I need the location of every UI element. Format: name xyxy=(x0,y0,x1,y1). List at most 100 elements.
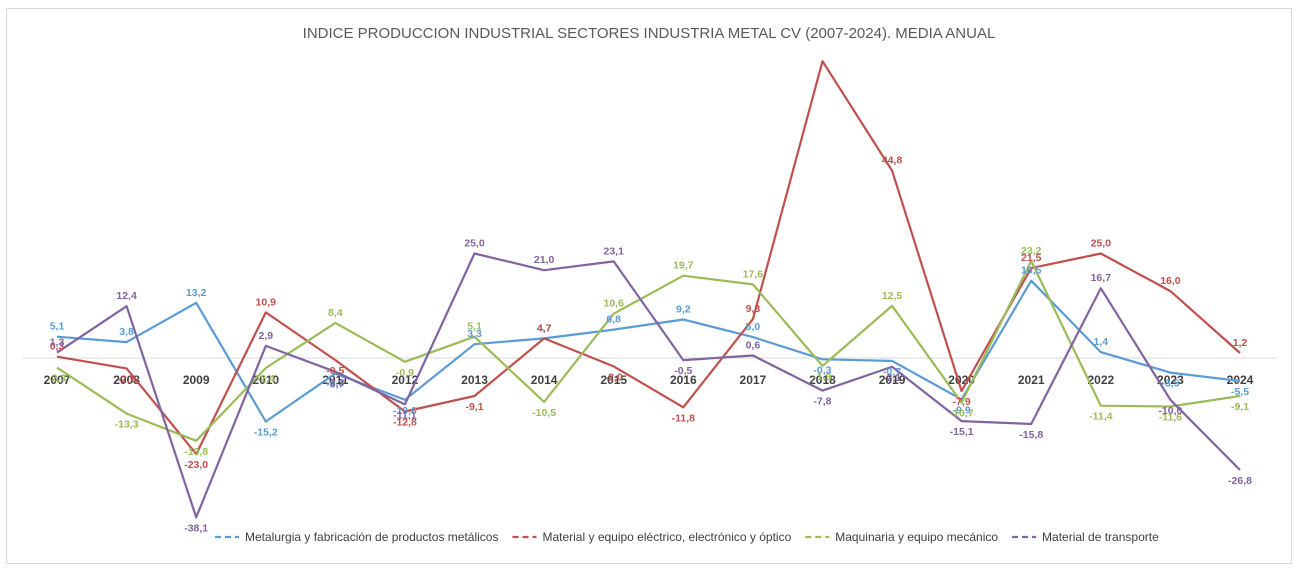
x-tick-label: 2015 xyxy=(600,373,627,387)
data-label: -3,5 xyxy=(1161,378,1179,390)
data-label: 1,3 xyxy=(50,337,65,349)
data-label: 10,6 xyxy=(603,298,624,310)
data-label: 1,4 xyxy=(1094,336,1109,348)
data-label: 21,5 xyxy=(1021,252,1042,264)
data-label: -2,0 xyxy=(605,371,623,383)
legend: Metalurgia y fabricación de productos me… xyxy=(215,530,1159,544)
data-label: -9,9 xyxy=(953,404,971,416)
x-tick-label: 2023 xyxy=(1157,373,1184,387)
data-label: 12,4 xyxy=(116,290,137,302)
data-label: 18,5 xyxy=(1021,265,1042,277)
data-label: -11,6 xyxy=(1159,411,1183,423)
data-label: 13,2 xyxy=(186,287,207,299)
data-label: -1,9 xyxy=(813,371,831,383)
x-tick-labels: 2007 2008 2009 2010 2011 2012 2013 2014 2015 2016… xyxy=(44,373,1254,387)
data-label: -5,5 xyxy=(1231,386,1249,398)
data-label: -38,1 xyxy=(184,522,208,534)
data-label: -2,3 xyxy=(48,373,66,385)
data-label: 9,2 xyxy=(676,304,691,316)
data-label: 3,3 xyxy=(467,328,482,340)
data-label: -10,0 xyxy=(1158,405,1182,417)
x-tick-label: 2013 xyxy=(461,373,488,387)
series-line-2 xyxy=(56,60,1241,456)
data-label: -3,7 xyxy=(326,378,344,390)
x-tick-label: 2019 xyxy=(879,373,906,387)
legend-entry: Material de transporte xyxy=(1042,530,1159,544)
data-label: 25,0 xyxy=(1091,238,1112,250)
x-tick-label: 2017 xyxy=(740,373,767,387)
data-label: -2,1 xyxy=(883,372,901,384)
data-label: 6,8 xyxy=(606,314,621,326)
series-line-1 xyxy=(56,279,1241,423)
data-label: -0,3 xyxy=(813,364,831,376)
data-label: 3,8 xyxy=(119,326,134,338)
series-line-4 xyxy=(56,252,1241,519)
data-label: 10,9 xyxy=(256,296,277,308)
data-label: 12,5 xyxy=(882,290,903,302)
data-label: -3,3 xyxy=(326,377,344,389)
data-label: -19,8 xyxy=(184,446,208,458)
data-label: -23,0 xyxy=(184,459,208,471)
data-label: 0,3 xyxy=(50,341,65,353)
data-label: -11,1 xyxy=(393,409,417,421)
data-label: 23,2 xyxy=(1021,245,1042,257)
data-label: -0,5 xyxy=(326,365,344,377)
data-label: 5,1 xyxy=(50,321,65,333)
data-label: 2,9 xyxy=(258,330,273,342)
data-label: -15,2 xyxy=(254,427,278,439)
data-label: -9,1 xyxy=(465,401,483,413)
data-label: -7,8 xyxy=(813,396,831,408)
x-tick-label: 2022 xyxy=(1087,373,1114,387)
x-tick-label: 2007 xyxy=(44,373,71,387)
x-tick-label: 2009 xyxy=(183,373,210,387)
data-label: 5,1 xyxy=(467,321,482,333)
x-tick-label: 2018 xyxy=(809,373,836,387)
data-label: 9,3 xyxy=(746,303,761,315)
legend-entry: Material y equipo eléctrico, electrónico… xyxy=(542,530,791,544)
data-label: 1,2 xyxy=(1233,337,1248,349)
data-label: 16,0 xyxy=(1160,275,1181,287)
data-label: 19,7 xyxy=(673,260,694,272)
data-label: -9,1 xyxy=(1231,401,1249,413)
data-labels-layer: 5,1 3,8 13,2 -15,2 -3,7 -10,0 3,3 4,7 6,8 9,2 5,0 -… xyxy=(48,155,1252,535)
chart-frame xyxy=(6,8,1292,564)
data-label: 44,8 xyxy=(882,155,903,167)
x-tick-label: 2012 xyxy=(392,373,419,387)
data-label: 21,0 xyxy=(534,254,555,266)
data-label: -0,5 xyxy=(674,365,692,377)
chart-title: INDICE PRODUCCION INDUSTRIAL SECTORES IN… xyxy=(303,25,996,42)
x-tick-label: 2024 xyxy=(1227,373,1254,387)
data-label: -12,8 xyxy=(393,417,417,429)
legend-entry: Metalurgia y fabricación de productos me… xyxy=(245,530,498,544)
data-label: -26,8 xyxy=(1228,475,1252,487)
data-label: -11,8 xyxy=(672,412,696,424)
data-label: -0,9 xyxy=(396,367,414,379)
data-label: 23,1 xyxy=(603,245,624,257)
data-label: 17,6 xyxy=(743,268,764,280)
data-label: -2,5 xyxy=(118,373,136,385)
data-label: 16,7 xyxy=(1091,272,1112,284)
x-tick-label: 2014 xyxy=(531,373,558,387)
data-label: -13,3 xyxy=(115,419,139,431)
x-tick-label: 2021 xyxy=(1018,373,1045,387)
series-layer xyxy=(56,60,1241,519)
data-label: 8,4 xyxy=(328,307,343,319)
data-label: -11,4 xyxy=(1089,411,1113,423)
data-label: 4,7 xyxy=(537,322,552,334)
data-label: 5,0 xyxy=(746,321,761,333)
data-label: 25,0 xyxy=(464,238,485,250)
data-label: -2,4 xyxy=(257,373,275,385)
data-label: 4,7 xyxy=(537,322,552,334)
data-label: -15,1 xyxy=(950,426,974,438)
series-line-3 xyxy=(56,259,1241,442)
data-label: -0,7 xyxy=(883,366,901,378)
data-label: 0,6 xyxy=(746,339,761,351)
data-label: -10,5 xyxy=(532,407,556,419)
data-label: -10,7 xyxy=(950,408,974,420)
legend-entry: Maquinaria y equipo mecánico xyxy=(835,530,998,544)
x-tick-label: 2016 xyxy=(670,373,697,387)
data-label: -15,8 xyxy=(1019,429,1043,441)
data-label: -10,0 xyxy=(393,405,417,417)
data-label: -7,9 xyxy=(953,396,971,408)
